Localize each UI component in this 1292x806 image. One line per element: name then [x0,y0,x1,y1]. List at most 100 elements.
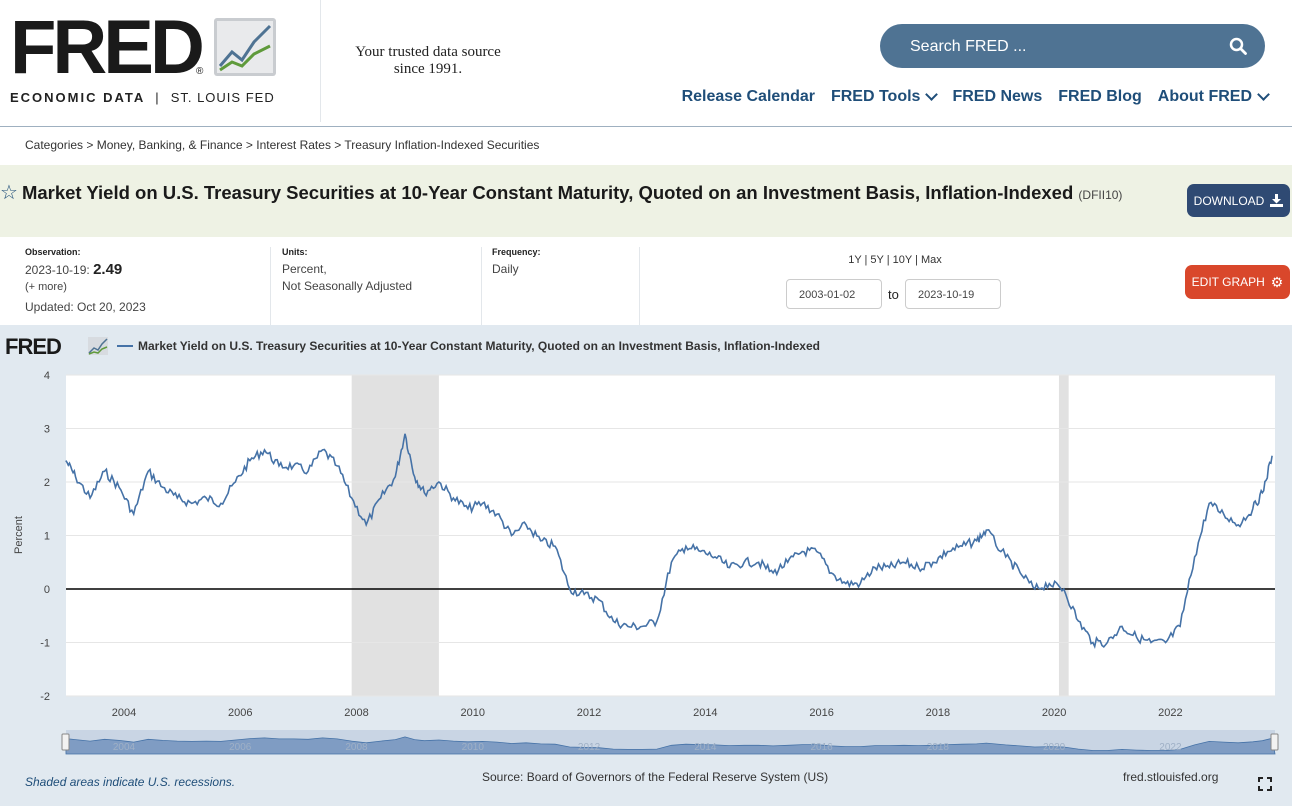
series-title-bar: ☆ Market Yield on U.S. Treasury Securitie… [0,165,1292,237]
navigator-tick-label: 2016 [810,742,833,753]
download-icon [1270,194,1284,207]
x-tick-label: 2016 [809,707,833,719]
tagline-line1: Your trusted data source [355,44,501,60]
download-button[interactable]: DOWNLOAD [1187,184,1290,217]
tagline: Your trusted data source since 1991. [338,44,518,78]
navigator-tick-label: 2006 [229,742,252,753]
x-tick-label: 2014 [693,707,717,719]
y-tick-label: 1 [44,531,50,543]
graph-logo-chart-icon [88,337,108,355]
nav-about-fred[interactable]: About FRED [1157,88,1270,106]
y-tick-label: -2 [40,691,50,703]
units-block: Units: Percent, Not Seasonally Adjusted [282,247,412,295]
start-date-input[interactable]: 2003-01-02 [786,279,882,309]
download-label: DOWNLOAD [1193,193,1265,208]
navigator-series [65,736,1276,755]
legend-label: Market Yield on U.S. Treasury Securities… [138,339,820,353]
tagline-line2: since 1991. [393,61,463,77]
navigator-tick-label: 2014 [694,742,717,753]
x-tick-label: 2004 [112,707,136,719]
navigator-tick-label: 2022 [1159,742,1182,753]
navigator-tick-label: 2010 [462,742,485,753]
frequency-value: Daily [492,262,519,276]
navigator-tick-label: 2018 [927,742,950,753]
x-tick-label: 2008 [344,707,368,719]
navigator-tick-label: 2020 [1043,742,1066,753]
search-icon[interactable] [1229,37,1247,55]
observation-value: 2.49 [93,261,123,278]
observation-label: Observation: [25,247,81,257]
edit-graph-label: EDIT GRAPH [1191,275,1265,289]
fullscreen-icon[interactable] [1258,777,1272,791]
nav-about-fred-label: About FRED [1157,88,1252,105]
search-input[interactable] [908,24,1212,70]
y-tick-label: -1 [40,638,50,650]
search-bar [880,24,1265,70]
logo-chart-icon [214,18,276,76]
navigator-left-handle[interactable] [61,733,70,751]
chevron-down-icon [1257,88,1270,101]
date-to-label: to [888,287,899,302]
observation-date: 2023-10-19: [25,263,90,277]
meta-divider [639,247,640,325]
y-axis-label: Percent [13,516,25,554]
nav-fred-blog[interactable]: FRED Blog [1058,88,1142,105]
y-tick-label: 4 [44,370,50,382]
navigator-right-handle[interactable] [1270,733,1279,751]
meta-divider [270,247,271,325]
navigator-tick-label: 2004 [113,742,136,753]
units-label: Units: [282,247,308,257]
more-observations-link[interactable]: (+ more) [25,281,67,293]
series-id: (DFII10) [1078,188,1123,202]
units-line1: Percent, [282,262,327,276]
logo-registered-mark: ® [196,66,204,77]
site-link[interactable]: fred.stlouisfed.org [1123,770,1219,784]
gear-icon: ⚙ [1270,273,1284,290]
meta-divider [481,247,482,325]
site-header: FRED ® ECONOMIC DATA | ST. LOUIS FED Your … [0,0,1292,127]
star-icon[interactable]: ☆ [0,182,18,204]
x-tick-label: 2020 [1042,707,1066,719]
edit-graph-button[interactable]: EDIT GRAPH ⚙ [1185,265,1290,299]
nav-fred-tools-label: FRED Tools [830,88,921,105]
nav-fred-tools[interactable]: FRED Tools [830,88,939,106]
graph-logo: FRED [5,334,61,359]
fred-graph[interactable]: FRED Market Yield on U.S. Treasury Secur… [0,325,1292,806]
x-tick-label: 2018 [926,707,950,719]
series-title-text: Market Yield on U.S. Treasury Securities… [21,182,1074,203]
graph-panel: FRED Market Yield on U.S. Treasury Secur… [0,325,1292,806]
y-tick-label: 0 [44,584,50,596]
x-tick-label: 2010 [461,707,485,719]
range-selector[interactable]: 1Y | 5Y | 10Y | Max [848,254,942,266]
breadcrumb[interactable]: Categories > Money, Banking, & Finance >… [25,138,540,152]
nav-fred-news[interactable]: FRED News [952,88,1043,105]
source-note[interactable]: Source: Board of Governors of the Federa… [482,770,829,784]
fred-logo[interactable]: FRED ® ECONOMIC DATA | ST. LOUIS FED [10,5,310,116]
updated-date: Updated: Oct 20, 2023 [25,300,146,314]
units-line2: Not Seasonally Adjusted [282,279,413,293]
nav-release-calendar[interactable]: Release Calendar [681,88,815,105]
chevron-down-icon [925,88,939,101]
logo-subtitle: ECONOMIC DATA | ST. LOUIS FED [10,90,275,105]
y-tick-label: 2 [44,477,50,489]
navigator-tick-label: 2008 [345,742,368,753]
series-meta: Observation: 2023-10-19: 2.49 (+ more) U… [0,237,1292,325]
main-nav: Release Calendar FRED Tools FRED News FR… [681,88,1270,106]
frequency-block: Frequency: Daily [492,247,541,278]
frequency-label: Frequency: [492,247,541,257]
logo-sub-main: ECONOMIC DATA [10,90,146,105]
logo-sub-separator: | [155,90,161,105]
recession-note: Shaded areas indicate U.S. recessions. [25,775,236,789]
series-line[interactable] [65,433,1273,650]
x-tick-label: 2006 [228,707,252,719]
end-date-input[interactable]: 2023-10-19 [905,279,1001,309]
x-tick-label: 2012 [577,707,601,719]
header-divider [320,0,321,122]
logo-wordmark: FRED [10,5,205,90]
navigator-tick-label: 2012 [578,742,601,753]
logo-sub-org: ST. LOUIS FED [170,90,275,105]
series-title: ☆ Market Yield on U.S. Treasury Securitie… [0,181,1160,207]
x-tick-label: 2022 [1158,707,1182,719]
y-tick-label: 3 [44,424,50,436]
observation-block: Observation: 2023-10-19: 2.49 (+ more) U… [25,247,146,316]
